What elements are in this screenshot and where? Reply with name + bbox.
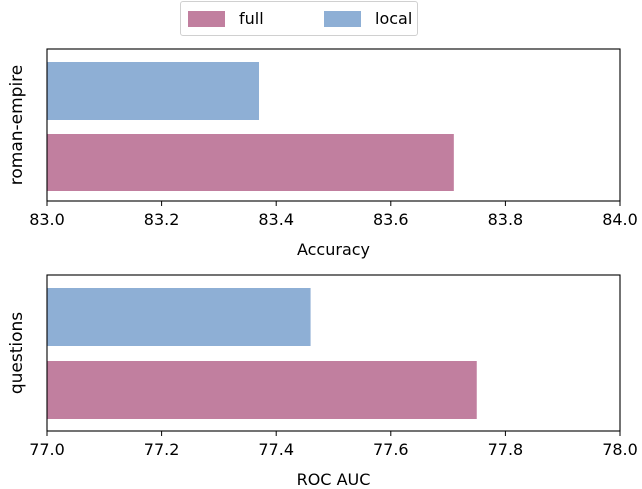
x-tick-label: 83.4: [258, 210, 294, 229]
x-tick-label: 84.0: [602, 210, 638, 229]
legend-label-local: local: [375, 9, 413, 28]
x-tick-label: 83.2: [144, 210, 180, 229]
bar-full-questions: [47, 361, 477, 419]
x-tick-label: 77.6: [373, 440, 409, 459]
y-category-label: roman-empire: [7, 65, 27, 186]
legend-item-local: local: [324, 10, 412, 28]
x-tick-label: 83.8: [488, 210, 524, 229]
x-tick-label: 83.0: [29, 210, 65, 229]
legend-swatch-local: [324, 11, 361, 27]
axes-frame-roman-empire: [46, 48, 621, 202]
y-category-label: questions: [7, 312, 27, 394]
axes-frame-questions: [46, 274, 621, 432]
legend-swatch-full: [188, 11, 225, 27]
legend: full local: [180, 1, 418, 36]
x-tick-label: 78.0: [602, 440, 638, 459]
bar-local-questions: [47, 288, 311, 346]
x-tick-label: 77.2: [144, 440, 180, 459]
x-tick-label: 77.4: [258, 440, 294, 459]
x-tick-label: 77.0: [29, 440, 65, 459]
bar-local-roman-empire: [47, 62, 260, 120]
legend-label-full: full: [239, 9, 264, 28]
legend-item-full: full: [188, 10, 264, 28]
x-tick-label: 83.6: [373, 210, 409, 229]
x-axis-label: ROC AUC: [297, 470, 371, 485]
bar-full-roman-empire: [47, 134, 454, 191]
x-tick-label: 77.8: [488, 440, 524, 459]
x-axis-label: Accuracy: [297, 240, 370, 259]
